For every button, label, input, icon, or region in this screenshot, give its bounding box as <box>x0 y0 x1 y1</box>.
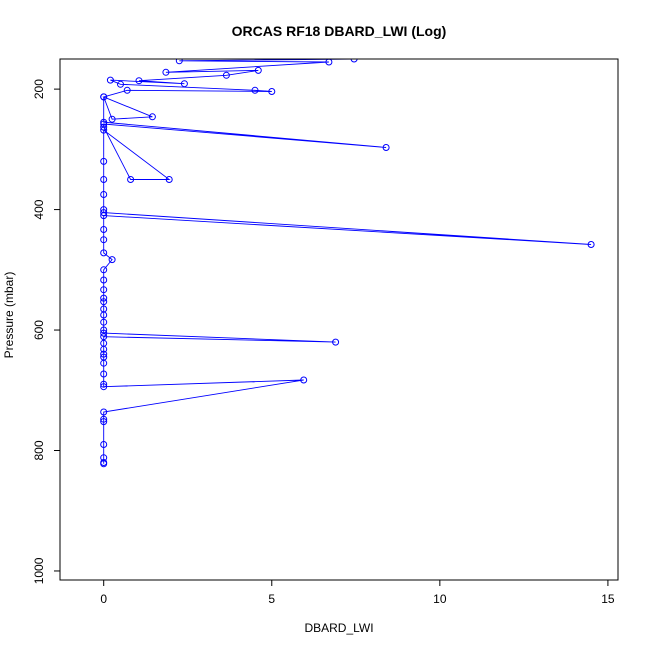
data-point <box>100 276 108 284</box>
data-point <box>251 86 259 94</box>
data-point <box>100 318 108 326</box>
plot-area <box>100 59 595 468</box>
data-point <box>100 266 108 274</box>
x-tick-label: 10 <box>433 592 447 606</box>
plot-frame <box>59 58 619 581</box>
data-point <box>100 370 108 378</box>
data-point <box>106 76 114 84</box>
data-point <box>100 380 108 388</box>
data-point <box>100 249 108 257</box>
data-point <box>165 176 173 183</box>
y-axis-label: Pressure (mbar) <box>2 272 16 359</box>
data-point <box>100 353 108 361</box>
y-tick-label: 800 <box>32 440 46 460</box>
data-point <box>135 77 143 85</box>
data-point <box>100 176 108 183</box>
x-tick-label: 15 <box>601 592 615 606</box>
data-point <box>350 59 358 63</box>
data-point <box>100 454 108 462</box>
data-point <box>100 286 108 294</box>
data-point <box>100 415 108 423</box>
data-point <box>254 66 262 74</box>
x-tick-label: 5 <box>268 592 275 606</box>
data-point <box>100 329 108 337</box>
data-point <box>100 226 108 233</box>
data-point <box>325 59 333 66</box>
data-point <box>180 80 188 88</box>
data-point <box>100 418 108 426</box>
data-point <box>100 383 108 391</box>
data-point <box>127 176 135 183</box>
data-point <box>100 339 108 347</box>
data-point <box>162 68 170 76</box>
data-point <box>100 191 108 198</box>
data-point <box>175 59 183 65</box>
data-point <box>100 93 108 101</box>
data-point <box>123 86 131 94</box>
data-point <box>300 376 308 384</box>
data-point <box>268 88 276 95</box>
data-point <box>100 294 108 302</box>
data-point <box>100 123 108 131</box>
y-tick-label: 600 <box>32 320 46 340</box>
data-point <box>332 338 340 346</box>
data-point <box>100 408 108 416</box>
data-point <box>587 241 595 248</box>
data-point <box>100 118 108 126</box>
y-tick-label: 400 <box>32 199 46 219</box>
data-point <box>100 209 108 217</box>
data-point <box>117 80 124 88</box>
series-line <box>102 59 592 464</box>
data-point <box>222 71 230 79</box>
data-point <box>100 305 108 313</box>
data-point <box>100 206 108 214</box>
data-point <box>100 459 108 466</box>
data-point <box>148 113 156 121</box>
data-point <box>100 350 108 358</box>
y-tick-label: 200 <box>32 79 46 99</box>
data-point <box>100 333 108 341</box>
data-point <box>100 441 108 448</box>
data-point <box>100 236 108 244</box>
data-point <box>100 326 108 334</box>
y-tick-label: 1000 <box>32 557 46 584</box>
data-point <box>100 298 108 306</box>
x-axis-label: DBARD_LWI <box>304 621 373 635</box>
chart-title: ORCAS RF18 DBARD_LWI (Log) <box>232 23 447 39</box>
axes: 0 5 10 15 200 400 600 800 1000 <box>32 58 619 606</box>
data-point <box>108 115 116 123</box>
data-point <box>108 256 116 264</box>
x-tick-label: 0 <box>100 592 107 606</box>
data-point <box>382 144 390 151</box>
data-point <box>100 157 108 165</box>
